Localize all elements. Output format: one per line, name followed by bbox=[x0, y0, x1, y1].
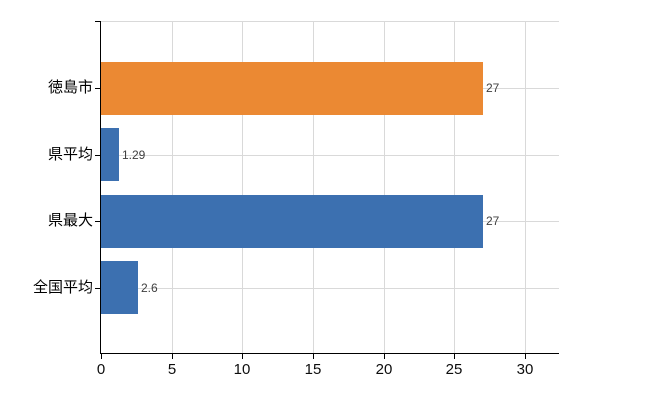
x-tick bbox=[172, 354, 173, 359]
y-axis-top-tick bbox=[95, 21, 101, 22]
plot-top-border bbox=[101, 21, 559, 22]
v-gridline bbox=[454, 22, 455, 353]
x-tick bbox=[101, 354, 102, 359]
x-axis-line bbox=[100, 353, 559, 354]
y-category-label: 県最大 bbox=[47, 212, 93, 229]
v-gridline bbox=[525, 22, 526, 353]
y-tick bbox=[95, 155, 101, 156]
bar-value-label: 1.29 bbox=[122, 148, 146, 162]
bar-value-label: 2.6 bbox=[141, 281, 158, 295]
y-category-label: 徳島市 bbox=[47, 79, 93, 96]
bar bbox=[101, 261, 138, 314]
x-tick-label: 20 bbox=[375, 361, 393, 378]
x-tick bbox=[313, 354, 314, 359]
h-gridline bbox=[101, 155, 559, 156]
y-axis-line bbox=[100, 21, 101, 354]
h-gridline bbox=[101, 288, 559, 289]
x-tick-label: 10 bbox=[233, 361, 251, 378]
x-tick-label: 25 bbox=[445, 361, 463, 378]
x-tick-label: 15 bbox=[304, 361, 322, 378]
x-tick-label: 5 bbox=[167, 361, 177, 378]
v-gridline bbox=[384, 22, 385, 353]
y-category-label: 全国平均 bbox=[32, 279, 93, 296]
y-tick bbox=[95, 288, 101, 289]
bar-value-label: 27 bbox=[486, 214, 500, 228]
y-category-label: 県平均 bbox=[47, 146, 93, 163]
bar-value-label: 27 bbox=[486, 81, 500, 95]
y-tick bbox=[95, 221, 101, 222]
v-gridline bbox=[242, 22, 243, 353]
bar bbox=[101, 195, 483, 248]
x-tick bbox=[525, 354, 526, 359]
x-tick bbox=[454, 354, 455, 359]
v-gridline bbox=[172, 22, 173, 353]
bar bbox=[101, 128, 119, 181]
x-tick-label: 0 bbox=[96, 361, 106, 378]
x-tick bbox=[242, 354, 243, 359]
x-tick bbox=[384, 354, 385, 359]
bar bbox=[101, 62, 483, 115]
x-tick-label: 30 bbox=[516, 361, 534, 378]
y-tick bbox=[95, 88, 101, 89]
v-gridline bbox=[313, 22, 314, 353]
